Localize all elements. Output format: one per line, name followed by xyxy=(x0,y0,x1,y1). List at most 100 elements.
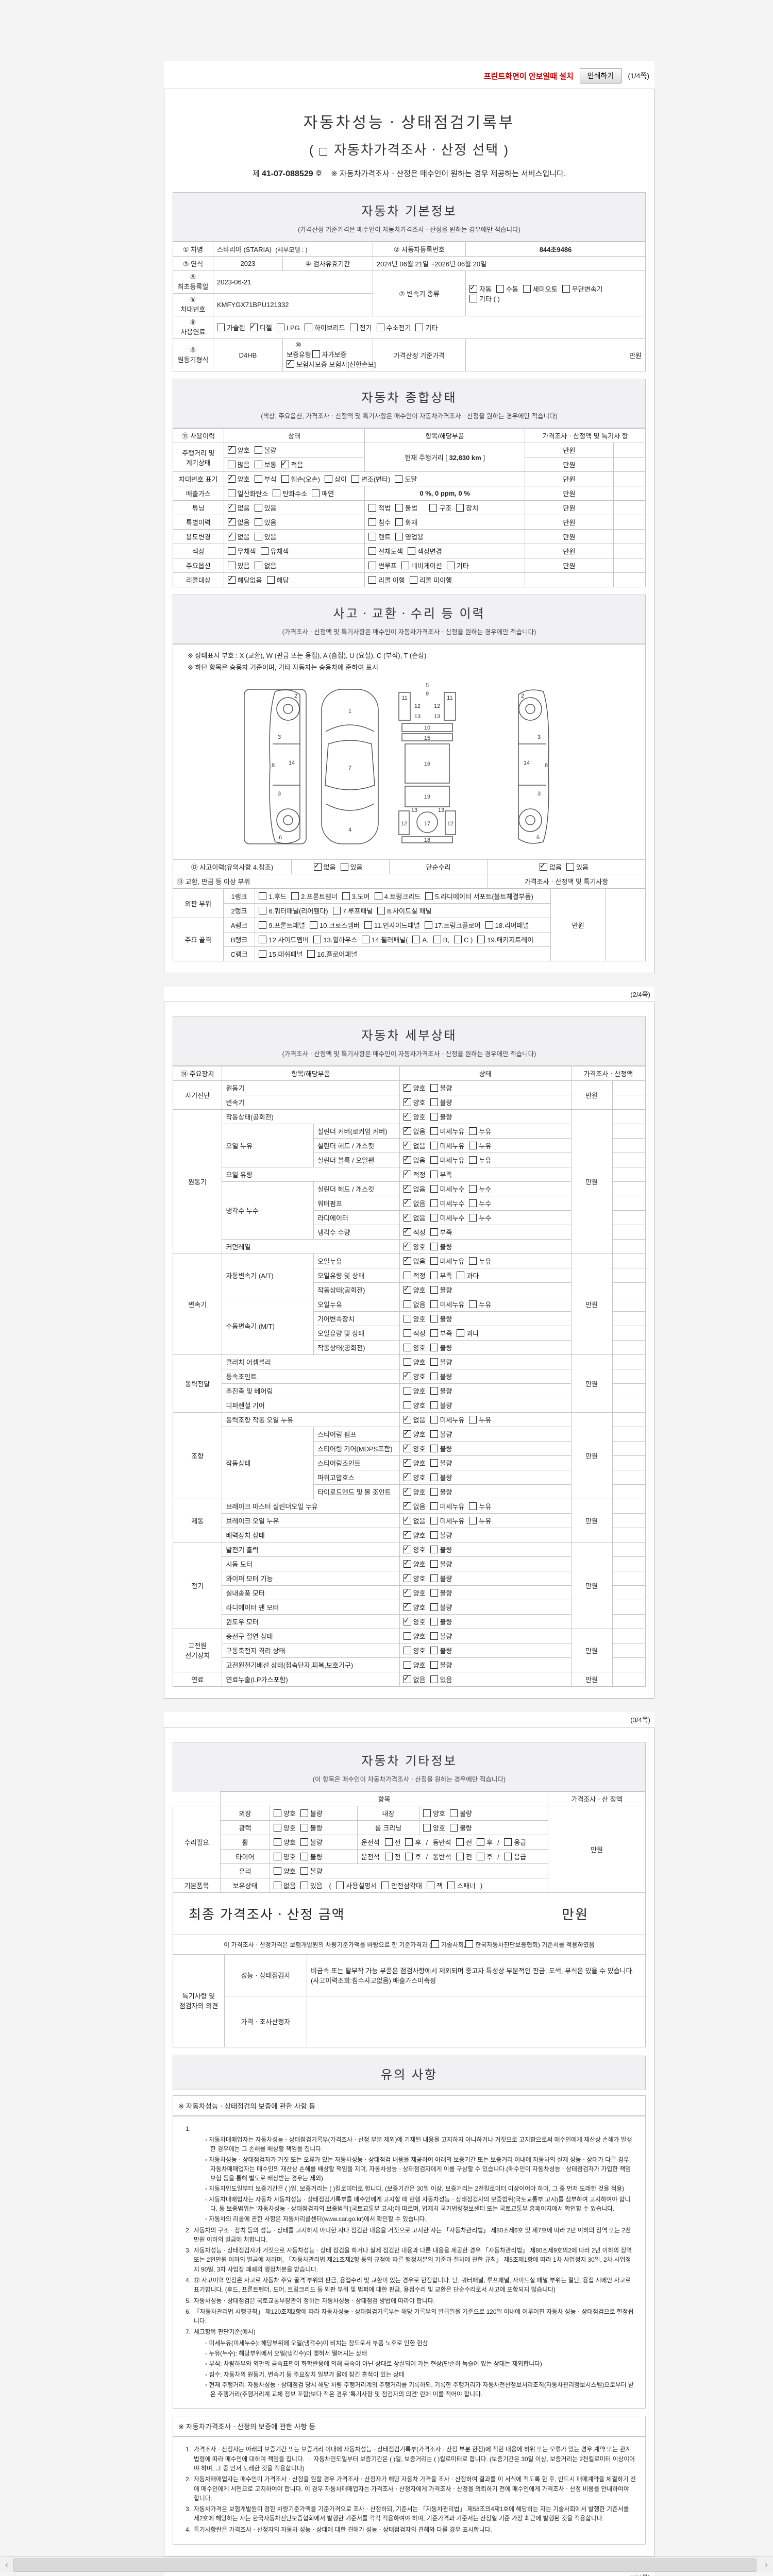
checkbox-양호[interactable] xyxy=(403,1660,411,1669)
checkbox-불량[interactable] xyxy=(430,1632,438,1640)
checkbox-없음[interactable] xyxy=(403,1515,411,1524)
checkbox-누유[interactable] xyxy=(469,1415,477,1423)
checkbox-불량[interactable] xyxy=(430,1473,438,1481)
checkbox-있음[interactable] xyxy=(254,518,262,526)
checkbox-디젤[interactable] xyxy=(249,322,258,331)
checkbox-양호[interactable] xyxy=(403,1587,411,1597)
checkbox-불량[interactable] xyxy=(430,1545,438,1553)
checkbox-불량[interactable] xyxy=(300,1809,308,1817)
checkbox-양호[interactable] xyxy=(403,1241,411,1250)
checkbox-양호[interactable] xyxy=(227,473,236,483)
checkbox-기타 ( )[interactable] xyxy=(469,294,477,302)
checkbox-전[interactable] xyxy=(456,1838,464,1846)
checkbox-C )[interactable] xyxy=(454,935,462,943)
checkbox-후[interactable] xyxy=(405,1852,413,1860)
checkbox-누수[interactable] xyxy=(469,1213,477,1222)
checkbox-양호[interactable] xyxy=(403,1458,411,1467)
checkbox-가솔린[interactable] xyxy=(217,324,225,331)
checkbox-전기[interactable] xyxy=(349,324,358,331)
checkbox-훼손(오손)[interactable] xyxy=(281,475,289,483)
checkbox-양호[interactable] xyxy=(423,1823,431,1832)
checkbox-양호[interactable] xyxy=(403,1486,411,1496)
checkbox-침수[interactable] xyxy=(368,518,377,526)
checkbox-양호[interactable] xyxy=(403,1558,411,1568)
price-survey-select-checkbox[interactable] xyxy=(319,148,327,156)
checkbox-전[interactable] xyxy=(456,1852,464,1860)
checkbox-없음[interactable] xyxy=(227,517,236,526)
checkbox-수동[interactable] xyxy=(496,284,504,293)
checkbox-없음[interactable] xyxy=(403,1183,411,1193)
checkbox-불량[interactable] xyxy=(449,1809,458,1817)
checkbox-양호[interactable] xyxy=(227,445,236,454)
checkbox-있음[interactable] xyxy=(254,504,262,512)
checkbox-13.휠하우스[interactable] xyxy=(313,935,322,943)
checkbox-불량[interactable] xyxy=(430,1646,438,1654)
checkbox-누유[interactable] xyxy=(469,1156,477,1164)
checkbox-불량[interactable] xyxy=(430,1242,438,1250)
checkbox-해당[interactable] xyxy=(266,576,275,584)
checkbox-불량[interactable] xyxy=(430,1285,438,1294)
checkbox-상이[interactable] xyxy=(325,475,332,483)
checkbox-양호[interactable] xyxy=(403,1602,411,1611)
checkbox-양호[interactable] xyxy=(274,1823,281,1832)
checkbox-누유[interactable] xyxy=(469,1257,477,1265)
checkbox-불량[interactable] xyxy=(300,1852,308,1860)
checkbox-있음[interactable] xyxy=(254,533,262,540)
checkbox-불량[interactable] xyxy=(430,1112,438,1121)
checkbox-불량[interactable] xyxy=(430,1459,438,1467)
checkbox-불량[interactable] xyxy=(300,1867,308,1875)
checkbox-미세누수[interactable] xyxy=(430,1199,438,1207)
checkbox-전[interactable] xyxy=(384,1852,393,1860)
checkbox-없음[interactable] xyxy=(254,562,262,569)
checkbox-6.쿼터패널(리어휀다)[interactable] xyxy=(259,906,267,914)
checkbox-부족[interactable] xyxy=(430,1228,438,1236)
checkbox-부족[interactable] xyxy=(430,1329,438,1337)
checkbox-양호[interactable] xyxy=(403,1429,411,1438)
checkbox-불량[interactable] xyxy=(430,1588,438,1597)
checkbox-과다[interactable] xyxy=(457,1329,465,1337)
checkbox-후[interactable] xyxy=(477,1852,485,1860)
checkbox-미세누유[interactable] xyxy=(430,1156,438,1164)
checkbox-양호[interactable] xyxy=(403,1616,411,1625)
checkbox-없음[interactable] xyxy=(403,1155,411,1164)
checkbox-19.패키지트레이[interactable] xyxy=(477,935,485,943)
checkbox-1.후드[interactable] xyxy=(259,892,267,900)
scroll-left-arrow[interactable]: ‹ xyxy=(5,2560,8,2570)
checkbox-불법[interactable] xyxy=(395,504,404,512)
checkbox-양호[interactable] xyxy=(403,1443,411,1452)
checkbox-적정[interactable] xyxy=(403,1227,411,1236)
checkbox-네비게이션[interactable] xyxy=(401,562,410,569)
checkbox-불량[interactable] xyxy=(430,1603,438,1611)
checkbox-누유[interactable] xyxy=(469,1127,477,1135)
checkbox-없음[interactable] xyxy=(227,531,236,540)
checkbox-무채색[interactable] xyxy=(227,547,236,555)
checkbox-양호[interactable] xyxy=(403,1111,411,1121)
checkbox-없음[interactable] xyxy=(227,502,236,512)
checkbox-양호[interactable] xyxy=(403,1401,411,1409)
checkbox-탄화수소[interactable] xyxy=(273,489,281,497)
checkbox-수소전기[interactable] xyxy=(376,324,384,331)
checkbox-부족[interactable] xyxy=(430,1170,438,1178)
checkbox-양호[interactable] xyxy=(423,1809,431,1817)
checkbox-불량[interactable] xyxy=(430,1487,438,1496)
basis-checkbox-1[interactable] xyxy=(431,1940,439,1948)
checkbox-자가보증[interactable] xyxy=(312,350,320,358)
checkbox-매연[interactable] xyxy=(312,489,320,497)
checkbox-과다[interactable] xyxy=(457,1271,465,1279)
checkbox-양호[interactable] xyxy=(403,1632,411,1640)
checkbox-불량[interactable] xyxy=(430,1372,438,1380)
checkbox-미세누유[interactable] xyxy=(430,1516,438,1524)
checkbox-불량[interactable] xyxy=(430,1401,438,1409)
checkbox-4.트렁크리드[interactable] xyxy=(374,892,382,900)
checkbox-양호[interactable] xyxy=(274,1867,281,1875)
checkbox-있음[interactable] xyxy=(227,562,236,569)
checkbox-기타[interactable] xyxy=(446,562,455,569)
checkbox-전체도색[interactable] xyxy=(368,547,377,555)
checkbox-12.사이드멤버[interactable] xyxy=(259,935,267,943)
checkbox-불량[interactable] xyxy=(430,1343,438,1351)
checkbox-누유[interactable] xyxy=(469,1516,477,1524)
checkbox-10.크로스멤버[interactable] xyxy=(310,921,318,929)
scroll-right-arrow[interactable]: › xyxy=(765,2560,768,2570)
checkbox-양호[interactable] xyxy=(403,1358,411,1366)
checkbox-잭[interactable] xyxy=(427,1881,435,1889)
